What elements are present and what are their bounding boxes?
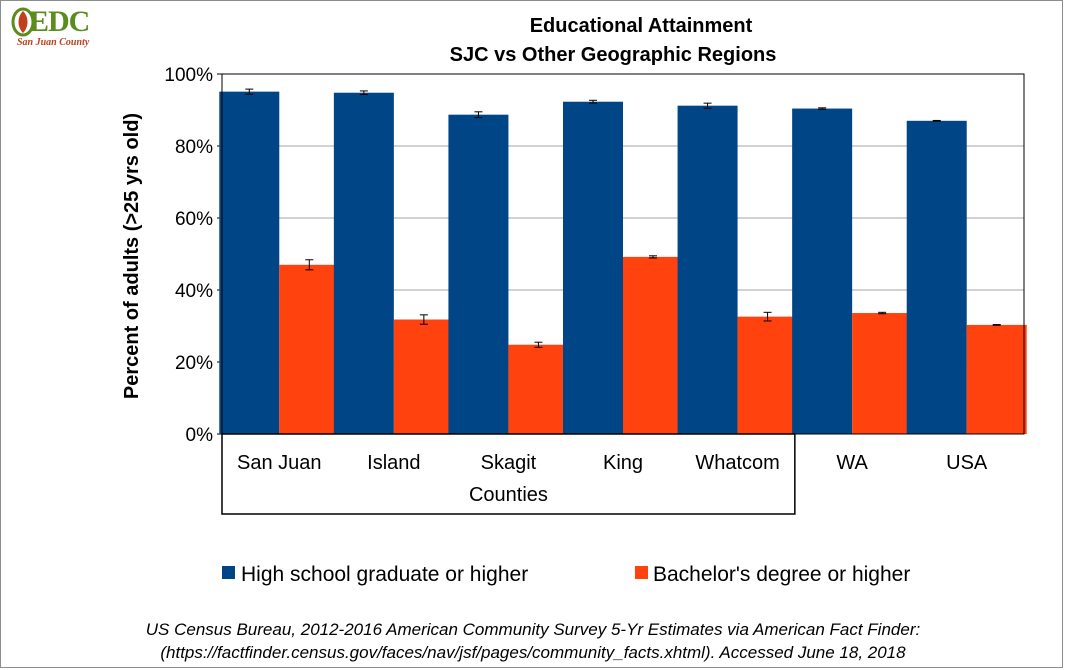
legend-label-high-school: High school graduate or higher	[241, 563, 528, 586]
legend: High school graduate or higher Bachelor'…	[222, 563, 910, 586]
bar-bachelors	[279, 264, 340, 434]
y-axis-label: Percent of adults (>25 yrs old)	[121, 113, 143, 399]
y-tick-label: 0%	[186, 425, 214, 446]
error-bars	[245, 88, 1001, 348]
category-label: USA	[946, 452, 988, 474]
chart-title-line-1: Educational Attainment	[530, 15, 753, 37]
counties-group-box	[221, 433, 796, 515]
legend-swatch-bachelors	[635, 566, 648, 579]
bar-high-school	[792, 108, 853, 434]
category-labels: San Juan Island Skagit King Whatcom WA USA	[237, 452, 988, 474]
bar-high-school	[219, 91, 280, 434]
bar-bachelors	[966, 324, 1027, 434]
bar-high-school	[906, 120, 967, 435]
bar-bachelors	[393, 319, 454, 434]
category-label: Skagit	[481, 452, 537, 474]
bar-high-school	[677, 105, 738, 435]
bars	[219, 91, 1027, 435]
y-axis-ticks: 0% 20% 40% 60% 80% 100%	[164, 65, 222, 446]
y-tick-label: 100%	[164, 65, 213, 86]
bar-high-school	[333, 92, 394, 434]
y-tick-label: 20%	[175, 353, 213, 374]
legend-label-bachelors: Bachelor's degree or higher	[653, 563, 910, 586]
counties-group-label: Counties	[469, 484, 548, 506]
logo-text: EDC	[29, 5, 90, 38]
source-note-line-2: (https://factfinder.census.gov/faces/nav…	[160, 643, 906, 662]
bar-bachelors	[737, 316, 798, 434]
y-tick-label: 80%	[175, 137, 213, 158]
bar-bachelors	[852, 313, 913, 434]
leaf-icon	[11, 7, 35, 37]
y-tick-label: 60%	[175, 209, 213, 230]
bar-high-school	[448, 114, 509, 435]
category-label: Whatcom	[695, 452, 779, 474]
source-note-line-1: US Census Bureau, 2012-2016 American Com…	[146, 620, 921, 639]
category-label: San Juan	[237, 452, 322, 474]
bar-high-school	[563, 101, 623, 434]
bar-bachelors	[623, 256, 683, 434]
category-label: Island	[367, 452, 420, 474]
chart-title-line-2: SJC vs Other Geographic Regions	[450, 44, 777, 66]
category-label: WA	[836, 452, 868, 474]
legend-swatch-high-school	[222, 566, 235, 579]
logo-subtext: San Juan County	[17, 37, 90, 48]
y-tick-label: 40%	[175, 281, 213, 302]
category-label: King	[603, 452, 643, 474]
edc-logo: EDC San Juan County	[9, 5, 99, 48]
bar-bachelors	[508, 344, 569, 434]
